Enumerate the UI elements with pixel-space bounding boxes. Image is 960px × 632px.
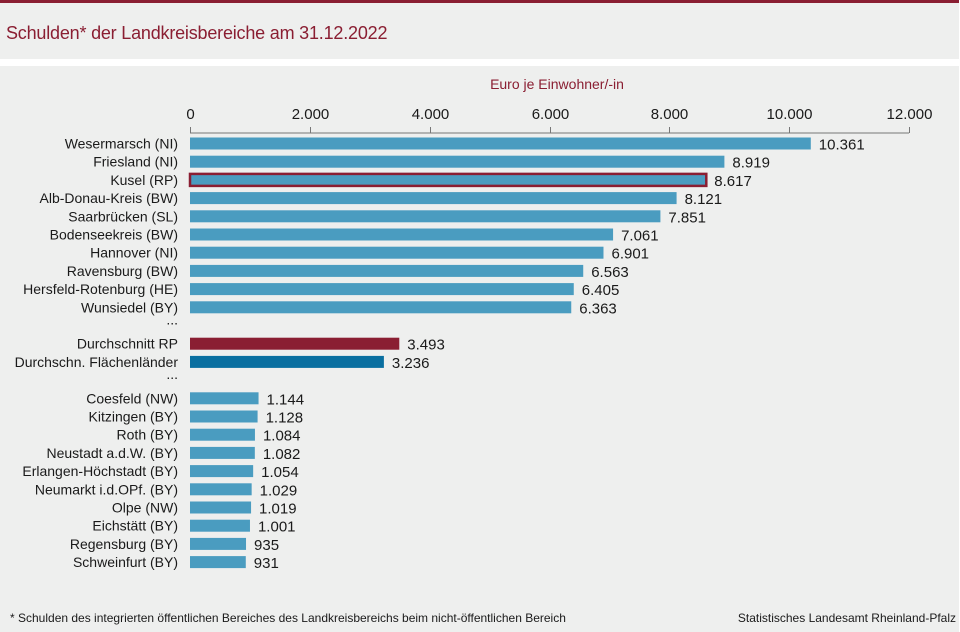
- source-credit: Statistisches Landesamt Rheinland-Pfalz: [737, 611, 956, 625]
- value-label: 931: [254, 555, 279, 572]
- category-label: Neumarkt i.d.OPf. (BY): [35, 481, 178, 497]
- value-label: 1.054: [261, 464, 299, 481]
- category-label: Hersfeld-Rotenburg (HE): [23, 281, 178, 297]
- x-tick-label: 6.000: [532, 106, 570, 123]
- category-label: Neustadt a.d.W. (BY): [47, 445, 179, 461]
- value-label: 1.029: [260, 482, 298, 499]
- x-tick-label: 0: [186, 106, 194, 123]
- bar: [190, 192, 677, 205]
- bar: [190, 428, 255, 441]
- value-label: 7.061: [621, 228, 659, 245]
- value-label: 6.363: [579, 300, 617, 317]
- category-label: Ravensburg (BW): [67, 263, 178, 279]
- footnote: * Schulden des integrierten öffentlichen…: [10, 611, 566, 625]
- x-tick-label: 12.000: [887, 106, 933, 123]
- category-label: Hannover (NI): [90, 245, 178, 261]
- bar: [190, 137, 811, 150]
- value-label: 8.121: [685, 191, 723, 208]
- value-label: 935: [254, 537, 279, 554]
- value-label: 1.019: [259, 501, 297, 518]
- bar: [190, 556, 246, 569]
- category-label: Coesfeld (NW): [86, 390, 178, 406]
- ellipsis-label: ...: [166, 366, 178, 382]
- value-label: 6.563: [591, 264, 629, 281]
- value-label: 1.144: [267, 391, 305, 408]
- x-tick-label: 10.000: [767, 106, 813, 123]
- bar: [190, 483, 252, 496]
- category-label: Wunsiedel (BY): [81, 299, 178, 315]
- value-label: 7.851: [668, 209, 706, 226]
- category-label: Wesermarsch (NI): [65, 136, 178, 152]
- value-label: 3.236: [392, 355, 430, 372]
- top-accent-bar: [0, 0, 959, 3]
- bar: [190, 283, 574, 296]
- category-label: Kitzingen (BY): [89, 409, 178, 425]
- bar: [190, 155, 725, 168]
- category-label: Bodenseekreis (BW): [50, 227, 178, 243]
- category-label: Roth (BY): [117, 427, 178, 443]
- category-label: Kusel (RP): [110, 172, 178, 188]
- value-label: 1.082: [263, 446, 301, 463]
- category-label: Eichstätt (BY): [92, 518, 178, 534]
- bar: [190, 446, 255, 459]
- value-label: 8.617: [714, 173, 752, 190]
- category-label: Saarbrücken (SL): [68, 208, 178, 224]
- bar: [190, 519, 250, 532]
- bar: [190, 410, 258, 423]
- bar: [190, 355, 384, 368]
- category-label: Friesland (NI): [93, 154, 178, 170]
- bar: [190, 228, 614, 241]
- category-label: Durchschnitt RP: [77, 336, 178, 352]
- value-label: 10.361: [819, 137, 865, 154]
- category-label: Alb-Donau-Kreis (BW): [40, 190, 178, 206]
- page-title: Schulden* der Landkreisbereiche am 31.12…: [6, 23, 388, 43]
- x-axis: 0 2.000 4.000 6.000 8.000 10.000 12.000: [186, 106, 933, 134]
- value-label: 1.128: [266, 410, 304, 427]
- x-axis-label: Euro je Einwohner/-in: [490, 76, 624, 92]
- category-label: Erlangen-Höchstadt (BY): [22, 463, 178, 479]
- bar: [190, 501, 252, 514]
- category-label: Schweinfurt (BY): [73, 554, 178, 570]
- value-label: 6.901: [611, 246, 649, 263]
- ellipsis-label: ...: [166, 312, 178, 328]
- value-label: 3.493: [407, 337, 445, 354]
- bar: [190, 246, 604, 259]
- value-label: 6.405: [582, 282, 620, 299]
- category-label: Olpe (NW): [112, 500, 178, 516]
- bars: Wesermarsch (NI) 10.361 Friesland (NI) 8.91…: [15, 136, 865, 573]
- category-label: Durchschn. Flächenländer: [15, 354, 179, 370]
- bar: [190, 337, 400, 350]
- header: Schulden* der Landkreisbereiche am 31.12…: [0, 3, 959, 59]
- bar: [190, 465, 254, 478]
- bar: [190, 392, 259, 405]
- bar: [190, 301, 572, 314]
- value-label: 1.001: [258, 519, 296, 536]
- x-tick-label: 4.000: [412, 106, 450, 123]
- x-tick-label: 8.000: [651, 106, 689, 123]
- bar: [190, 537, 247, 550]
- category-label: Regensburg (BY): [70, 536, 178, 552]
- value-label: 8.919: [732, 155, 770, 172]
- value-label: 1.084: [263, 428, 301, 445]
- x-tick-label: 2.000: [292, 106, 330, 123]
- bar: [190, 264, 584, 277]
- bar: [190, 210, 661, 223]
- bar-highlighted: [188, 172, 708, 188]
